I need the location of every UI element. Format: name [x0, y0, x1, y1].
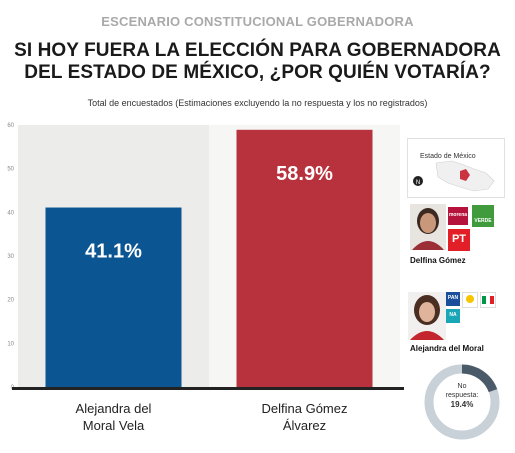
no-response-donut: No respuesta: 19.4%	[420, 360, 504, 444]
no-response-label-1: No	[457, 383, 467, 390]
mexico-map-icon: N	[413, 160, 495, 192]
pt-logo: PT	[448, 229, 470, 251]
no-response-label-2: respuesta:	[445, 392, 479, 399]
pan-logo: PAN	[446, 292, 460, 306]
x-category-label: Delfina Gómez	[262, 401, 348, 416]
verde-logo: VERDE	[472, 205, 494, 227]
title-line-2: DEL ESTADO DE MÉXICO, ¿POR QUIÉN VOTARÍA…	[24, 62, 491, 83]
svg-text:N: N	[416, 180, 420, 186]
candidate-2-name: Alejandra del Moral	[410, 344, 484, 353]
morena-logo: morena	[448, 207, 468, 225]
y-tick-label: 10	[7, 341, 14, 347]
no-response-text: No respuesta: 19.4%	[420, 382, 504, 410]
chart-subtitle: Total de encuestados (Estimaciones exclu…	[87, 98, 428, 108]
bar-value-label-2: 58.9%	[276, 163, 333, 185]
bar-2	[236, 129, 373, 387]
y-tick-label: 40	[7, 210, 14, 216]
x-category-label: Moral Vela	[83, 418, 145, 433]
y-tick-label: 20	[7, 298, 14, 304]
no-response-value: 19.4%	[450, 400, 474, 409]
pri-logo	[480, 292, 496, 308]
x-category-label: Álvarez	[283, 418, 326, 433]
nueva-alianza-logo: NA	[446, 309, 460, 323]
y-tick-label: 60	[7, 123, 14, 129]
kicker: ESCENARIO CONSTITUCIONAL GOBERNADORA	[101, 14, 414, 29]
map-card: Estado de México N	[407, 138, 505, 198]
page-title: SI HOY FUERA LA ELECCIÓN PARA GOBERNADOR…	[0, 40, 515, 84]
title-line-1: SI HOY FUERA LA ELECCIÓN PARA GOBERNADOR…	[14, 40, 501, 61]
donut-segment	[461, 364, 498, 393]
bar-1	[45, 207, 182, 387]
candidate-2-photo	[408, 292, 446, 340]
y-tick-label: 50	[7, 167, 14, 173]
candidate-1-photo	[410, 204, 446, 250]
bar-value-label-1: 41.1%	[85, 241, 142, 263]
candidate-1-name: Delfina Gómez	[410, 256, 466, 265]
x-axis-baseline	[12, 387, 404, 390]
x-category-label: Alejandra del	[76, 401, 152, 416]
map-label: Estado de México	[420, 153, 476, 160]
prd-logo	[462, 292, 478, 308]
y-tick-label: 30	[7, 254, 14, 260]
